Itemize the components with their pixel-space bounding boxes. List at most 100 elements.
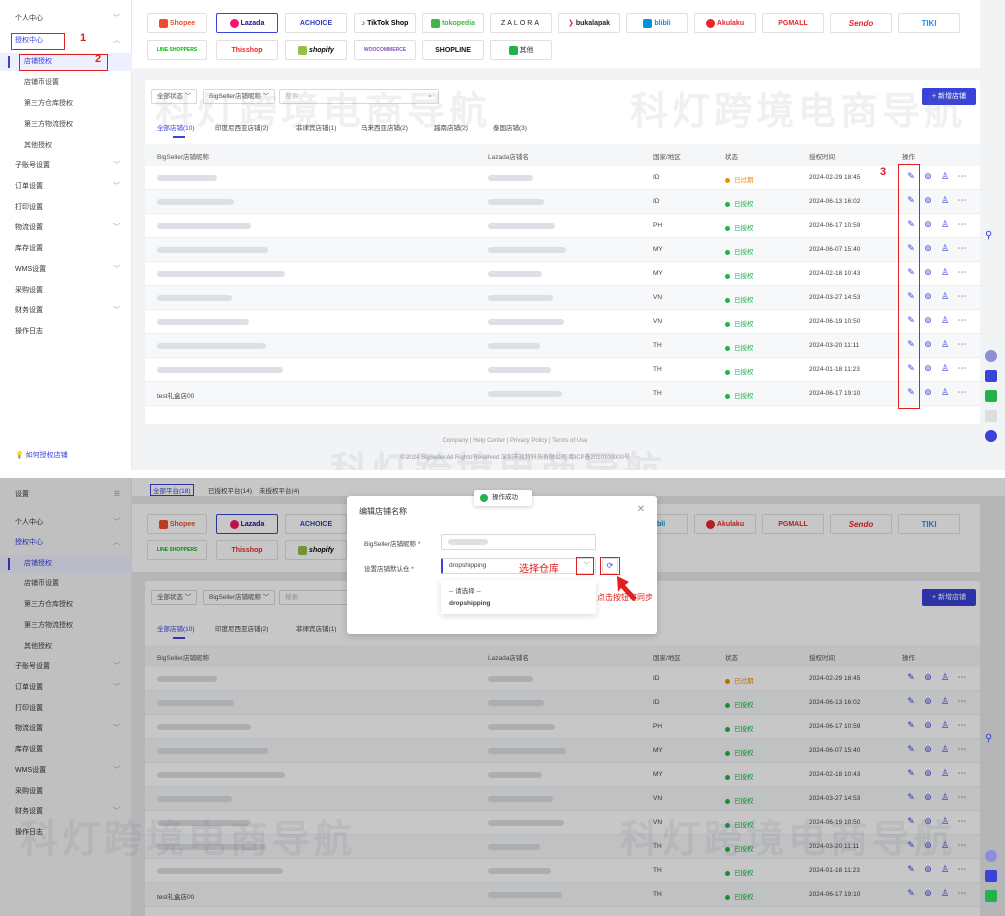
more-icon[interactable]: ⋯ (957, 339, 967, 349)
platform-achoice[interactable]: ACHOICE (285, 13, 347, 33)
link-icon[interactable]: ⊚ (924, 744, 932, 754)
wechat-icon[interactable] (985, 890, 997, 902)
more-icon[interactable]: ⋯ (957, 363, 967, 373)
more-icon[interactable]: ⋯ (957, 267, 967, 277)
more-icon[interactable]: ⋯ (957, 768, 967, 778)
link-icon[interactable]: ⊚ (924, 387, 932, 397)
platform-line-shoppers[interactable]: LINE SHOPPERS (147, 540, 207, 560)
status-filter[interactable]: 全部状态 ﹀ (151, 89, 197, 104)
chat-icon[interactable] (985, 870, 997, 882)
user-icon[interactable]: ♙ (940, 219, 950, 229)
sidebar-item-subaccount[interactable]: 子账号设置 ﹀ (0, 658, 132, 676)
edit-icon[interactable]: ✎ (907, 387, 915, 397)
platform-thisshop[interactable]: Thisshop (216, 540, 278, 560)
status-filter[interactable]: 全部状态 ﹀ (151, 590, 197, 605)
tab-vietnam[interactable]: 越南店铺(2) (434, 125, 468, 132)
sidebar-item-inventory[interactable]: 库存设置 (0, 741, 132, 759)
tab-indonesia[interactable]: 印度尼西亚店铺(2) (215, 125, 269, 132)
link-icon[interactable]: ⊚ (924, 243, 932, 253)
edit-icon[interactable]: ✎ (907, 267, 915, 277)
search-icon[interactable]: ⚲ (985, 230, 993, 241)
tab-all-platforms[interactable]: 全部平台(18) (150, 484, 194, 496)
user-icon[interactable]: ♙ (940, 363, 950, 373)
sidebar-item-wms[interactable]: WMS设置 ﹀ (0, 261, 132, 279)
tab-indonesia[interactable]: 印度尼西亚店铺(2) (215, 626, 269, 633)
more-icon[interactable]: ⋯ (957, 744, 967, 754)
sidebar-item-shop-auth[interactable]: 店铺授权 (0, 555, 132, 573)
platform-thisshop[interactable]: Thisshop (216, 40, 278, 60)
sidebar-item-3pl-warehouse[interactable]: 第三方仓库授权 (0, 596, 132, 614)
name-filter[interactable]: BigSeller店铺昵称 ﹀ (203, 89, 275, 104)
sidebar-item-personal[interactable]: 个人中心 ﹀ (0, 10, 132, 28)
link-icon[interactable]: ⊚ (924, 315, 932, 325)
more-icon[interactable]: ⋯ (957, 219, 967, 229)
menu-icon[interactable]: ☰ (113, 491, 120, 498)
wechat-icon[interactable] (985, 390, 997, 402)
edit-icon[interactable]: ✎ (907, 672, 915, 682)
tab-all[interactable]: 全部店铺(10) (157, 626, 195, 633)
more-icon[interactable]: ⋯ (957, 792, 967, 802)
platform-sendo[interactable]: Sendo (830, 514, 892, 534)
platform-tiktok[interactable]: ♪ TikTok Shop (354, 13, 416, 33)
more-icon[interactable]: ⋯ (957, 816, 967, 826)
platform-pgmall[interactable]: PGMALL (762, 514, 824, 534)
more-icon[interactable]: ⋯ (957, 672, 967, 682)
sidebar-item-shop-currency[interactable]: 店铺币设置 (0, 575, 132, 593)
user-icon[interactable]: ♙ (940, 696, 950, 706)
more-icon[interactable]: ⋯ (957, 888, 967, 898)
platform-shopify[interactable]: shopify (285, 540, 347, 560)
link-icon[interactable]: ⊚ (924, 171, 932, 181)
sidebar-item-logistics[interactable]: 物流设置 ﹀ (0, 219, 132, 237)
platform-zalora[interactable]: ZALORA (490, 13, 552, 33)
sidebar-item-subaccount[interactable]: 子账号设置 ﹀ (0, 157, 132, 175)
link-icon[interactable]: ⊚ (924, 888, 932, 898)
platform-akulaku[interactable]: Akulaku (694, 514, 756, 534)
name-filter[interactable]: BigSeller店铺昵称 ﹀ (203, 590, 275, 605)
sidebar-item-oplog[interactable]: 操作日志 (0, 824, 132, 842)
sidebar-item-3pl-logistics[interactable]: 第三方物流授权 (0, 617, 132, 635)
platform-shopify[interactable]: shopify (285, 40, 347, 60)
link-icon[interactable]: ⊚ (924, 267, 932, 277)
user-icon[interactable]: ♙ (940, 387, 950, 397)
user-icon[interactable]: ♙ (940, 768, 950, 778)
user-icon[interactable]: ♙ (940, 816, 950, 826)
platform-blibli[interactable]: blibli (626, 13, 688, 33)
platform-shopee[interactable]: Shopee (147, 514, 207, 534)
link-icon[interactable]: ⊚ (924, 219, 932, 229)
sidebar-item-finance[interactable]: 财务设置 ﹀ (0, 302, 132, 320)
edit-icon[interactable]: ✎ (907, 816, 915, 826)
link-icon[interactable]: ⊚ (924, 768, 932, 778)
link-icon[interactable]: ⊚ (924, 195, 932, 205)
tab-philippines[interactable]: 菲律宾店铺(1) (296, 626, 337, 633)
sidebar-item-other-auth[interactable]: 其他授权 (0, 137, 132, 155)
platform-shopee[interactable]: Shopee (147, 13, 207, 33)
platform-pgmall[interactable]: PGMALL (762, 13, 824, 33)
link-icon[interactable]: ⊚ (924, 291, 932, 301)
sidebar-item-finance[interactable]: 财务设置 ﹀ (0, 803, 132, 821)
edit-icon[interactable]: ✎ (907, 195, 915, 205)
more-icon[interactable]: ⋯ (957, 387, 967, 397)
sidebar-item-print[interactable]: 打印设置 (0, 199, 132, 217)
tab-authorized-platforms[interactable]: 已授权平台(14) (208, 488, 253, 495)
tab-all[interactable]: 全部店铺(10) (157, 125, 195, 132)
link-icon[interactable]: ⊚ (924, 792, 932, 802)
edit-icon[interactable]: ✎ (907, 840, 915, 850)
help-link[interactable]: 💡 如何授权店铺 (15, 450, 68, 460)
tab-philippines[interactable]: 菲律宾店铺(1) (296, 125, 337, 132)
edit-icon[interactable]: ✎ (907, 243, 915, 253)
more-icon[interactable]: ⋯ (957, 243, 967, 253)
more-icon[interactable]: ⋯ (957, 315, 967, 325)
platform-akulaku[interactable]: Akulaku (694, 13, 756, 33)
sidebar-item-purchase[interactable]: 采购设置 (0, 282, 132, 300)
user-icon[interactable]: ♙ (940, 339, 950, 349)
more-icon[interactable]: ⋯ (957, 195, 967, 205)
link-icon[interactable]: ⊚ (924, 840, 932, 850)
dropdown-option[interactable]: dropshipping (449, 600, 491, 607)
platform-line-shoppers[interactable]: LINE SHOPPERS (147, 40, 207, 60)
edit-icon[interactable]: ✎ (907, 171, 915, 181)
edit-icon[interactable]: ✎ (907, 792, 915, 802)
tab-malaysia[interactable]: 马来西亚店铺(2) (361, 125, 408, 132)
platform-tiki[interactable]: TIKI (898, 514, 960, 534)
back-to-top-icon[interactable] (985, 410, 997, 422)
user-icon[interactable]: ♙ (940, 720, 950, 730)
